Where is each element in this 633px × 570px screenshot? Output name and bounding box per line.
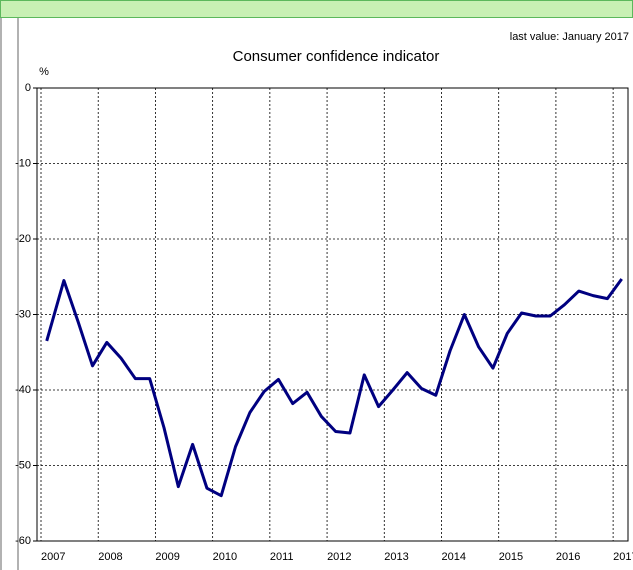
y-tick-label: -40	[15, 384, 31, 396]
plot-frame	[36, 87, 629, 542]
x-tick-label: 2014	[441, 551, 465, 563]
y-tick-label: -10	[15, 157, 31, 169]
y-tick-label: -30	[15, 308, 31, 320]
y-tick-label: -60	[15, 535, 31, 547]
x-tick-label: 2016	[556, 551, 580, 563]
data-line	[45, 278, 623, 498]
x-tick-label: 2017	[613, 551, 633, 563]
x-tick-label: 2010	[213, 551, 237, 563]
y-tick-label: -20	[15, 233, 31, 245]
x-tick-label: 2013	[384, 551, 408, 563]
y-axis-label: %	[39, 66, 49, 78]
subtitle: last value: January 2017	[510, 31, 629, 43]
chart-title: Consumer confidence indicator	[233, 48, 440, 65]
x-tick-label: 2011	[270, 551, 294, 563]
x-tick-label: 2015	[499, 551, 523, 563]
header-bar	[0, 0, 633, 18]
y-tick-label: -50	[15, 459, 31, 471]
y-tick-label: 0	[25, 82, 31, 94]
x-tick-label: 2009	[155, 551, 179, 563]
x-tick-label: 2007	[41, 551, 65, 563]
x-tick-label: 2012	[327, 551, 351, 563]
x-tick-label: 2008	[98, 551, 122, 563]
